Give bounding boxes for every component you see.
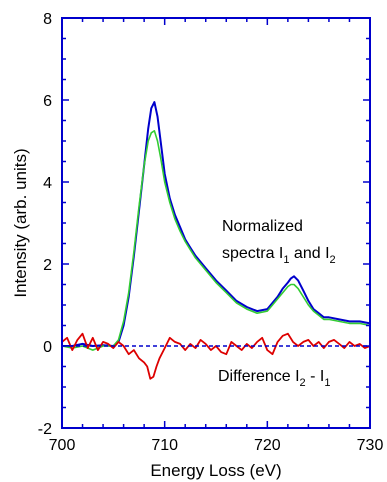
y-axis-label: Intensity (arb. units)	[11, 148, 30, 297]
annotation-normalized-line2: spectra I1 and I2	[222, 245, 336, 266]
y-tick-label: -2	[38, 421, 52, 438]
annotation-normalized-sub-b: 2	[330, 254, 336, 266]
y-tick-label: 0	[43, 339, 52, 356]
y-tick-label: 6	[43, 93, 52, 110]
tick-labels: 700 710 720 730 -2 0 2 4 6 8	[38, 11, 384, 454]
annotation-normalized-sub-a: 1	[283, 254, 289, 266]
plot-frame	[61, 17, 371, 429]
annotation-normalized-line1: Normalized	[222, 218, 303, 235]
annotation-difference-text-b: - I	[306, 368, 325, 385]
annotation-normalized-text-b: and I	[289, 245, 329, 262]
annotation-difference-sub-b: 1	[324, 377, 330, 389]
annotation-normalized-text-a: spectra I	[222, 245, 283, 262]
axis-ticks	[61, 17, 371, 429]
y-tick-label: 8	[43, 11, 52, 28]
x-tick-label: 730	[357, 437, 384, 454]
annotation-difference-text-a: Difference I	[218, 368, 300, 385]
y-tick-label: 2	[43, 257, 52, 274]
y-tick-label: 4	[43, 175, 52, 192]
x-axis-label: Energy Loss (eV)	[150, 461, 281, 480]
series-line-difference	[61, 332, 371, 380]
series-line-I1	[61, 130, 371, 351]
annotation-difference: Difference I2 - I1	[218, 368, 330, 389]
x-tick-label: 710	[151, 437, 178, 454]
x-tick-label: 720	[254, 437, 281, 454]
series-line-I2	[62, 101, 371, 347]
plot-lines	[61, 101, 371, 380]
annotation-difference-sub-a: 2	[300, 377, 306, 389]
x-tick-label: 700	[49, 437, 76, 454]
